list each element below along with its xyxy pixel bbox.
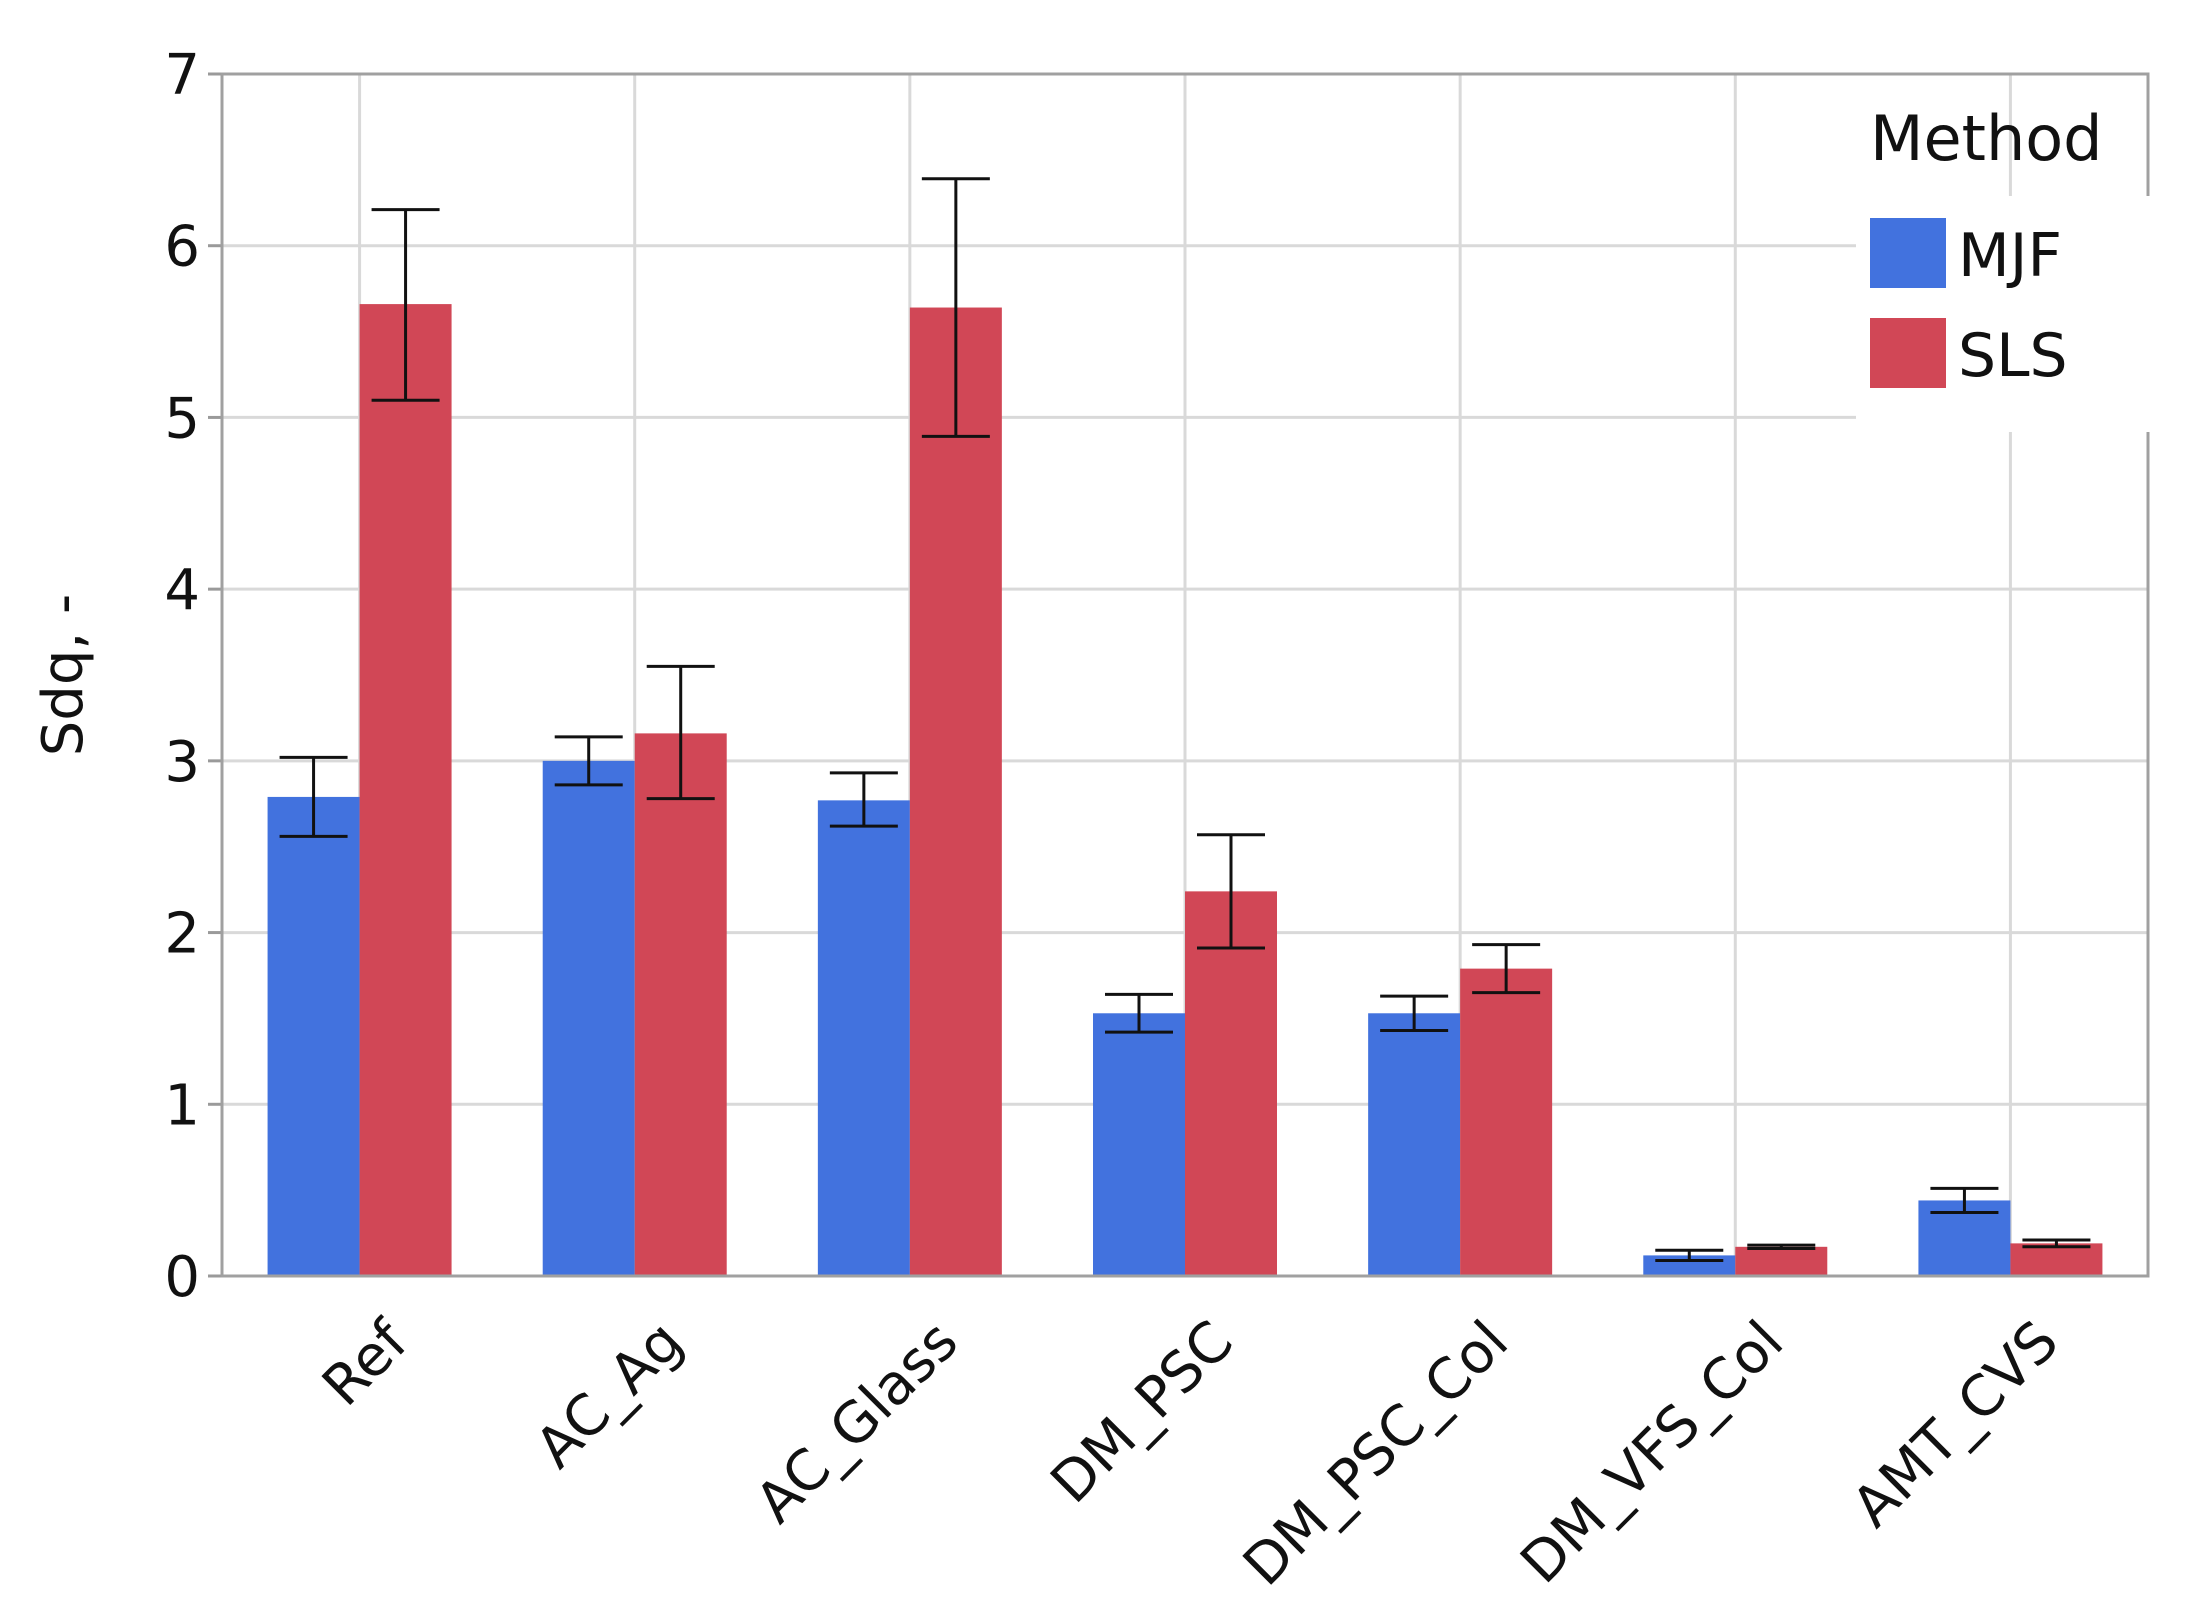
y-tick-label: 0: [164, 1245, 200, 1310]
y-axis-label: Sdq, -: [31, 594, 96, 756]
bar-mjf-ref: [267, 796, 360, 1276]
x-tick-label: DM_PSC_Col: [1231, 1309, 1521, 1599]
bar-sls-amt-cvs: [2010, 1243, 2103, 1276]
bar-sls-ac-ag: [634, 733, 727, 1276]
y-tick-label: 7: [164, 43, 200, 108]
y-tick-label: 2: [164, 902, 200, 967]
bar-sls-dm-vfs-col: [1735, 1246, 1828, 1276]
x-tick-label: AMT_CVS: [1840, 1309, 2071, 1540]
legend: Method MJF SLS: [1856, 102, 2176, 432]
bar-mjf-dm-psc: [1093, 1013, 1185, 1276]
legend-label-sls: SLS: [1958, 321, 2068, 391]
legend-label-mjf: MJF: [1958, 221, 2062, 291]
y-tick-label: 4: [164, 558, 200, 623]
legend-items: MJF SLS: [1856, 196, 2176, 432]
bar-mjf-ac-glass: [817, 800, 910, 1276]
bar-sls-dm-psc-col: [1460, 968, 1553, 1276]
legend-swatch-sls: [1870, 318, 1946, 388]
bar-sls-dm-psc: [1185, 891, 1277, 1276]
axes: [208, 72, 2150, 1278]
x-tick-label: AC_Ag: [523, 1309, 695, 1481]
y-tick-label: 6: [164, 215, 200, 280]
x-tick-label: DM_PSC: [1039, 1309, 1246, 1516]
legend-swatch-mjf: [1870, 218, 1946, 288]
plot-frame: [220, 72, 2150, 1278]
bar-sls-ac-glass: [909, 307, 1002, 1276]
y-tick-label: 5: [164, 386, 200, 451]
x-tick-label: AC_Glass: [744, 1309, 971, 1536]
bars: [267, 304, 2103, 1276]
error-bars: [279, 177, 2091, 1263]
bar-sls-ref: [359, 304, 452, 1276]
x-tick-label: DM_VFS_Col: [1509, 1309, 1796, 1596]
x-tick-label: Ref: [310, 1308, 421, 1419]
legend-title: Method: [1870, 102, 2103, 175]
y-tick-label: 3: [164, 730, 200, 795]
y-tick-label: 1: [164, 1073, 200, 1138]
bar-mjf-dm-psc-col: [1368, 1013, 1461, 1276]
bar-mjf-ac-ag: [542, 760, 635, 1276]
